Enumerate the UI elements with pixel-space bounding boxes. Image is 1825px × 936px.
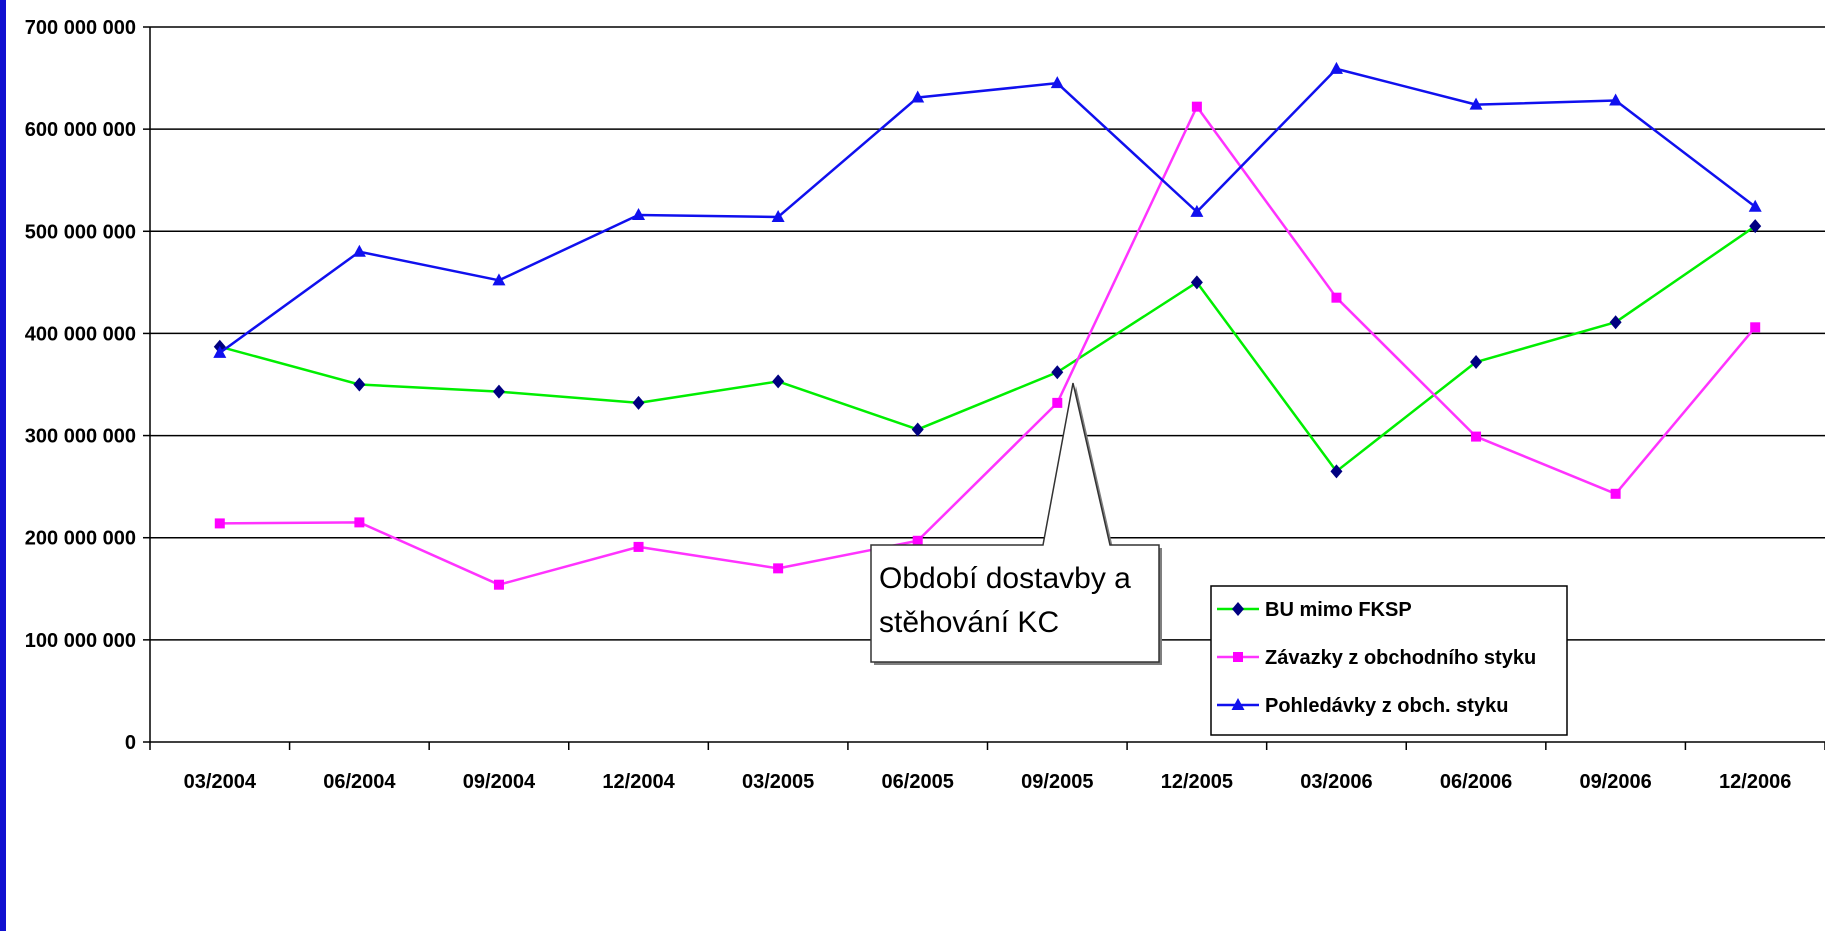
- axes: [143, 26, 1825, 750]
- data-point: [1471, 431, 1482, 442]
- legend: BU mimo FKSP Závazky z obchodního styku Po…: [1210, 585, 1568, 736]
- legend-box: [1210, 585, 1568, 736]
- data-point: [1748, 199, 1762, 212]
- legend-marker: [1232, 602, 1244, 616]
- series-line: [219, 225, 1756, 473]
- data-point: [1331, 292, 1342, 303]
- legend-item: Pohledávky z obch. styku: [1217, 695, 1508, 717]
- data-point: [492, 384, 505, 399]
- series-2: [214, 101, 1761, 590]
- x-tick-label: 12/2006: [1719, 771, 1791, 793]
- data-point: [1190, 275, 1203, 290]
- data-point: [352, 244, 366, 257]
- data-point: [632, 207, 646, 220]
- data-point: [632, 395, 645, 410]
- legend-item: Závazky z obchodního styku: [1217, 647, 1536, 669]
- x-tick-label: 06/2004: [323, 771, 396, 793]
- legend-marker: [1231, 698, 1245, 710]
- series-1: [213, 219, 1762, 479]
- y-tick-label: 300 000 000: [25, 426, 136, 448]
- data-point: [1330, 464, 1343, 479]
- data-point: [1470, 355, 1483, 370]
- series-line: [219, 67, 1756, 354]
- x-tick-label: 06/2005: [882, 771, 954, 793]
- x-tick-label: 03/2006: [1300, 771, 1372, 793]
- data-point: [911, 90, 925, 103]
- data-point: [912, 535, 923, 546]
- data-point: [1469, 97, 1483, 110]
- grid-lines: [150, 26, 1825, 641]
- series-line: [219, 105, 1757, 586]
- x-tick-label: 12/2004: [602, 771, 675, 793]
- x-tick-label: 09/2006: [1579, 771, 1651, 793]
- data-point: [353, 377, 366, 392]
- callout-text-line: Období dostavby a: [879, 562, 1131, 595]
- data-point: [493, 579, 504, 590]
- data-point: [1052, 397, 1063, 408]
- data-point: [354, 517, 365, 528]
- x-tick-label: 03/2005: [742, 771, 814, 793]
- series-3: [213, 61, 1762, 358]
- y-tick-label: 200 000 000: [25, 528, 136, 550]
- x-tick-label: 09/2004: [463, 771, 536, 793]
- callout-text-line: stěhování KC: [879, 606, 1059, 639]
- data-point: [492, 273, 506, 286]
- data-point: [1190, 204, 1204, 217]
- data-point: [1609, 315, 1622, 330]
- data-point: [1191, 101, 1202, 112]
- data-point: [1609, 93, 1623, 106]
- x-tick-label: 06/2006: [1440, 771, 1512, 793]
- y-tick-label: 500 000 000: [25, 221, 136, 243]
- legend-label: Závazky z obchodního styku: [1265, 647, 1536, 669]
- data-point: [772, 374, 785, 389]
- data-point: [1050, 76, 1064, 89]
- y-tick-label: 700 000 000: [25, 17, 136, 39]
- data-point: [214, 518, 225, 529]
- y-tick-label: 600 000 000: [25, 119, 136, 141]
- y-tick-label: 400 000 000: [25, 323, 136, 345]
- data-point: [771, 209, 785, 222]
- data-point: [773, 563, 784, 574]
- data-point: [911, 422, 924, 437]
- y-tick-labels: 0 100 000 000 200 000 000 300 000 000 400 00…: [25, 17, 136, 754]
- legend-marker: [1233, 652, 1243, 662]
- x-tick-label: 12/2005: [1161, 771, 1233, 793]
- data-point: [213, 345, 227, 358]
- series-lines: [213, 61, 1762, 590]
- y-tick-label: 0: [125, 732, 136, 754]
- x-tick-label: 03/2004: [184, 771, 257, 793]
- data-point: [1610, 488, 1621, 499]
- y-tick-label: 100 000 000: [25, 630, 136, 652]
- legend-item: BU mimo FKSP: [1217, 599, 1412, 621]
- x-tick-labels: 03/2004 06/2004 09/2004 12/2004 03/2005 06/20…: [184, 771, 1792, 793]
- left-border-bar: [0, 0, 6, 931]
- data-point: [1750, 322, 1761, 333]
- data-point: [633, 541, 644, 552]
- callout-annotation: Období dostavby a stěhování KC: [870, 382, 1162, 665]
- data-point: [1749, 219, 1762, 234]
- data-point: [1329, 61, 1343, 74]
- callout-box: [870, 382, 1160, 663]
- x-tick-label: 09/2005: [1021, 771, 1093, 793]
- legend-label: BU mimo FKSP: [1265, 599, 1412, 621]
- legend-label: Pohledávky z obch. styku: [1265, 695, 1508, 717]
- data-point: [1051, 365, 1064, 380]
